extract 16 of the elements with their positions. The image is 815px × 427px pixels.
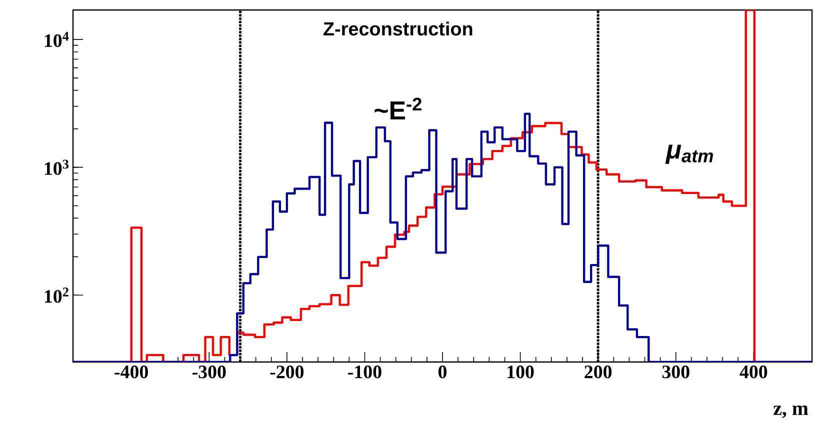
x-tick-label: 200 xyxy=(584,366,612,378)
y-tick-label: 10$^{3}$ xyxy=(44,160,69,175)
x-tick-label: 0 xyxy=(438,366,447,378)
chart-title: Z-reconstruction xyxy=(324,22,472,36)
x-tick-label: 400 xyxy=(740,366,768,378)
series-label: μ$_{atm}$ xyxy=(665,144,713,164)
x-tick-label: 100 xyxy=(508,366,534,378)
x-tick-label: -400 xyxy=(114,366,148,378)
x-tick-label: -200 xyxy=(270,366,304,378)
x-axis-title: z, m xyxy=(773,406,808,418)
y-tick-label: 10$^{2}$ xyxy=(44,288,68,303)
y-tick-label: 10$^{4}$ xyxy=(44,32,69,48)
x-tick-label: -300 xyxy=(192,366,226,378)
x-tick-label: -100 xyxy=(348,366,382,378)
series-label: ~E$^{-2}$ xyxy=(374,98,422,120)
x-tick-label: 300 xyxy=(662,366,690,378)
